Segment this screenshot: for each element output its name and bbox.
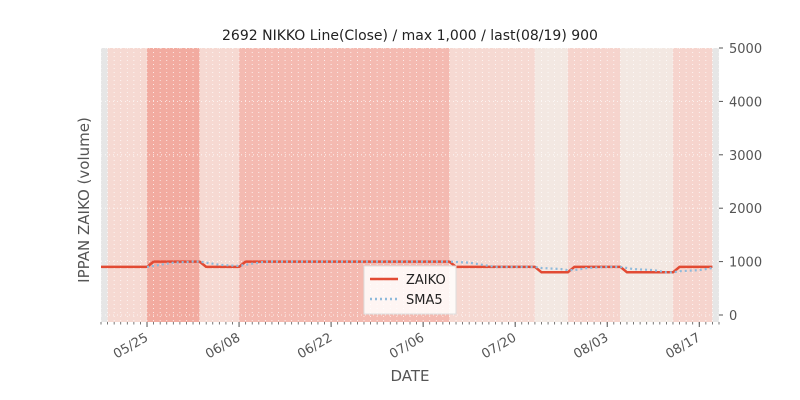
legend-label-sma5: SMA5 [406, 293, 443, 308]
y-tick-label: 4000 [729, 95, 762, 110]
x-tick-label: 08/17 [663, 330, 703, 362]
background-band-10 [712, 48, 719, 322]
x-tick-label: 08/03 [571, 330, 611, 362]
legend: ZAIKO SMA5 [363, 265, 457, 315]
x-tick-label: 05/25 [111, 330, 151, 362]
y-tick-label: 1000 [729, 256, 762, 271]
background-band-6 [534, 48, 568, 322]
background-band-0 [101, 48, 108, 322]
x-axis: 05/25 06/08 06/22 07/06 07/20 08/03 08/17 [100, 322, 720, 362]
series-lines [101, 260, 713, 274]
legend-label-zaiko: ZAIKO [406, 273, 446, 288]
legend-box [363, 265, 457, 315]
x-tick-label: 06/08 [203, 330, 243, 362]
y-tick-label: 5000 [729, 42, 762, 57]
x-tick-label: 07/06 [387, 330, 427, 362]
x-tick-label: 06/22 [295, 330, 335, 362]
x-axis-label: DATE [390, 367, 429, 385]
y-axis: 0 1000 2000 3000 4000 5000 [719, 42, 762, 324]
y-tick-label: 3000 [729, 149, 762, 164]
series-line-sma5 [146, 260, 713, 274]
x-tick-label: 07/20 [479, 330, 519, 362]
y-axis-label: IPPAN ZAIKO (volume) [75, 117, 93, 283]
chart-title: 2692 NIKKO Line(Close) / max 1,000 / las… [222, 28, 598, 44]
background-band-5 [449, 48, 535, 322]
y-tick-label: 2000 [729, 202, 762, 217]
y-tick-label: 0 [729, 309, 737, 324]
